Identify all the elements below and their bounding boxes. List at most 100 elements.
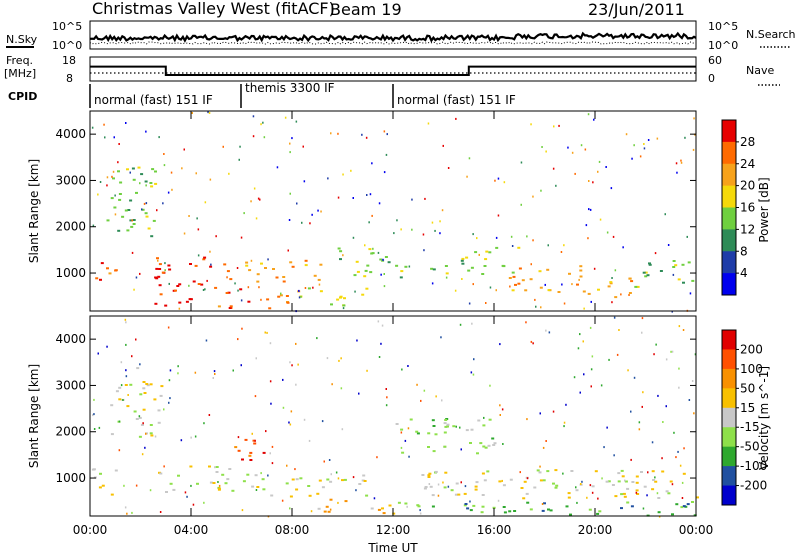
data-cell	[443, 431, 447, 434]
data-cell	[651, 488, 655, 491]
data-cell	[142, 387, 146, 390]
data-cell	[329, 508, 332, 511]
data-cell	[254, 474, 258, 477]
colorbar-segment	[722, 141, 736, 165]
data-cell	[282, 406, 285, 409]
data-cell	[295, 478, 299, 481]
data-cell	[158, 268, 162, 270]
data-cell	[120, 361, 123, 364]
data-cell	[129, 199, 133, 202]
data-cell	[659, 270, 663, 272]
data-cell	[307, 485, 311, 487]
data-cell	[141, 208, 143, 211]
data-cell	[344, 500, 348, 503]
data-cell	[421, 474, 425, 476]
data-cell	[647, 139, 650, 141]
data-cell	[145, 184, 147, 187]
colorbar-tick-label: 50	[740, 381, 755, 395]
data-cell	[328, 459, 331, 461]
data-cell	[608, 358, 610, 361]
data-cell	[450, 489, 454, 492]
data-cell	[411, 228, 413, 231]
data-cell	[169, 397, 171, 400]
data-cell	[630, 505, 634, 508]
data-cell	[508, 510, 512, 513]
data-cell	[209, 250, 211, 253]
data-cell	[311, 213, 313, 216]
data-cell	[362, 474, 366, 477]
data-cell	[365, 494, 369, 497]
data-cell	[423, 487, 427, 490]
data-cell	[432, 268, 436, 271]
data-cell	[630, 458, 632, 461]
data-cell	[137, 166, 141, 169]
data-cell	[126, 168, 129, 171]
data-cell	[541, 509, 545, 512]
data-cell	[694, 353, 697, 356]
power-x-axis	[89, 111, 697, 311]
data-cell	[245, 261, 249, 264]
data-cell	[535, 305, 537, 308]
data-cell	[395, 423, 399, 425]
data-cell	[416, 432, 420, 435]
data-cell	[461, 257, 465, 260]
colorbar-tick-label: 8	[740, 244, 748, 258]
data-cell	[326, 357, 329, 360]
data-cell	[123, 484, 125, 487]
data-cell	[289, 361, 291, 364]
data-cell	[190, 436, 192, 439]
data-cell	[657, 394, 659, 397]
y-tick-label: 4000	[55, 127, 86, 141]
data-cell	[605, 480, 609, 483]
data-cell	[302, 145, 304, 148]
data-cell	[189, 298, 193, 301]
data-cell	[561, 283, 563, 286]
data-cell	[226, 276, 228, 279]
data-cell	[474, 488, 478, 491]
data-cell	[266, 298, 270, 301]
data-cell	[225, 292, 229, 294]
data-cell	[502, 443, 504, 445]
data-cell	[288, 219, 291, 221]
data-cell	[530, 263, 532, 266]
data-cell	[204, 288, 206, 291]
colorbar-segment	[722, 229, 736, 252]
velocity-colorbar-label: Velocity [m s^-1]	[757, 366, 771, 470]
colorbar-tick-label: 28	[740, 135, 755, 149]
colorbar-segment	[722, 485, 736, 506]
data-cell	[337, 501, 339, 504]
freq-tick-bottom: 8	[66, 72, 73, 85]
data-cell	[380, 273, 382, 276]
data-cell	[110, 197, 114, 200]
cpid-row: CPID normal (fast) 151 IF themis 3300 IF…	[8, 81, 516, 108]
data-cell	[431, 419, 435, 422]
data-cell	[133, 288, 135, 291]
data-cell	[526, 235, 528, 238]
data-cell	[400, 228, 402, 231]
data-cell	[368, 221, 370, 224]
data-cell	[563, 244, 565, 247]
data-cell	[607, 480, 611, 483]
data-cell	[580, 483, 582, 485]
data-cell	[633, 144, 635, 147]
data-cell	[365, 287, 369, 290]
data-cell	[257, 197, 260, 200]
data-cell	[675, 503, 679, 506]
data-cell	[371, 162, 373, 165]
data-cell	[571, 283, 573, 286]
data-cell	[237, 338, 239, 341]
data-cell	[667, 244, 670, 246]
data-cell	[164, 304, 168, 307]
data-cell	[442, 144, 444, 147]
data-cell	[150, 235, 154, 238]
data-cell	[149, 182, 153, 184]
data-cell	[539, 412, 541, 415]
data-cell	[125, 122, 127, 124]
data-cell	[282, 280, 286, 283]
data-cell	[265, 430, 267, 433]
colorbar-segment	[722, 163, 736, 187]
data-cell	[337, 132, 339, 135]
data-cell	[409, 418, 413, 421]
data-cell	[547, 508, 550, 511]
data-cell	[163, 153, 165, 155]
